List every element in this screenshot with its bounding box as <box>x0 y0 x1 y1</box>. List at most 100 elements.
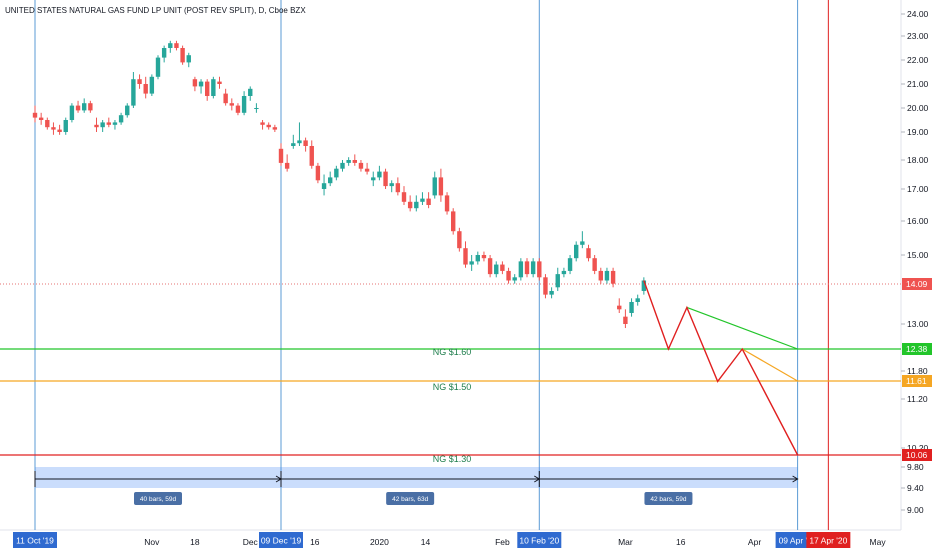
candle-body <box>518 261 524 278</box>
candle-body <box>297 140 302 144</box>
level-name: NG $1.60 <box>433 347 472 357</box>
green-projection <box>686 306 798 350</box>
candle-body <box>223 93 228 104</box>
segment-arrowhead <box>792 475 799 483</box>
red-projection <box>643 280 799 456</box>
price-badge-label: 10.06 <box>906 450 928 460</box>
segment-label-box <box>386 492 435 505</box>
candle-body <box>346 160 351 163</box>
y-tick-label: 23.00 <box>907 31 929 41</box>
candle-body <box>383 171 388 187</box>
candle-body <box>389 183 394 187</box>
candle-body <box>235 105 241 113</box>
candle-body <box>420 198 425 202</box>
candle-body <box>94 124 99 128</box>
candle-body <box>248 88 253 96</box>
candle-body <box>100 122 105 128</box>
segment-label: 42 bars, 63d <box>392 496 429 503</box>
candle-body <box>186 55 191 63</box>
candle-body <box>168 43 173 48</box>
candle-body <box>641 280 647 291</box>
segment-label-box <box>134 492 182 505</box>
candle-body <box>198 81 204 87</box>
axis-badges: 14.09 12.38 11.61 10.06 11 Oct '19 09 Dec '19… <box>13 278 932 548</box>
x-tick-label: 18 <box>190 537 200 547</box>
date-badge <box>806 532 851 548</box>
candle-body <box>180 48 185 63</box>
candle-body <box>106 122 111 125</box>
x-tick-label: 2020 <box>370 537 389 547</box>
candle-body <box>118 115 124 123</box>
candle-body <box>278 148 284 163</box>
grid <box>0 0 902 531</box>
candle-body <box>155 57 161 77</box>
candle-body <box>377 171 382 178</box>
candle-body <box>241 96 247 113</box>
candle-body <box>586 248 591 259</box>
date-badge-label: 17 Apr '20 <box>809 536 847 546</box>
candle-body <box>272 127 278 130</box>
candle-body <box>303 140 308 146</box>
y-tick-label: 10.20 <box>907 443 929 453</box>
x-tick-label: 14 <box>421 537 431 547</box>
candle-body <box>217 81 222 84</box>
level-name: NG $1.50 <box>433 382 472 392</box>
candle-body <box>395 183 401 193</box>
candle-body <box>328 177 333 184</box>
candle-body <box>364 168 370 172</box>
candle-body <box>334 168 339 178</box>
date-badge <box>259 532 303 548</box>
candle-body <box>500 264 505 271</box>
candle-body <box>371 177 376 181</box>
x-axis: Nov 18 Dec 16 2020 14 Feb Mar 16 Apr May <box>144 537 886 547</box>
candle-body <box>555 274 560 288</box>
date-badge-label: 09 Dec '19 <box>261 536 302 546</box>
candle-body <box>567 258 573 271</box>
x-tick-label: Feb <box>495 537 510 547</box>
orange-projection <box>741 348 798 382</box>
candle-body <box>426 198 431 205</box>
candle-body <box>463 248 468 265</box>
candle-body <box>561 270 567 275</box>
candle-body <box>481 255 487 259</box>
candle-body <box>494 264 499 275</box>
candle-body <box>487 258 493 275</box>
candle-body <box>211 79 216 96</box>
date-badge <box>517 532 562 548</box>
candle-body <box>112 122 118 125</box>
candle-body <box>457 231 462 249</box>
candle-body <box>530 261 536 275</box>
projection-lines <box>643 280 799 456</box>
price-badge <box>902 278 932 290</box>
candle-body <box>192 79 198 87</box>
candle-body <box>69 105 75 120</box>
x-tick-label: Mar <box>618 537 633 547</box>
y-tick-label: 13.00 <box>907 319 929 329</box>
x-tick-label: May <box>870 537 887 547</box>
candle-body <box>174 43 179 48</box>
candle-body <box>82 103 87 111</box>
y-tick-label: 9.00 <box>907 505 924 515</box>
y-tick-label: 9.40 <box>907 483 924 493</box>
candle-body <box>469 261 474 265</box>
y-tick-label: 21.00 <box>907 79 929 89</box>
date-badge-label: 09 Apr '20 <box>779 536 817 546</box>
candle-body <box>254 108 259 109</box>
y-tick-label: 19.00 <box>907 127 929 137</box>
candle-body <box>149 76 155 94</box>
candle-body <box>161 48 167 58</box>
price-badge <box>902 449 932 461</box>
y-tick-label: 11.80 <box>907 366 928 376</box>
x-tick-label: Nov <box>144 537 160 547</box>
candle-body <box>143 84 148 94</box>
segment-label: 40 bars, 59d <box>140 496 177 503</box>
chart-title: UNITED STATES NATURAL GAS FUND LP UNIT (… <box>5 6 306 15</box>
candle-body <box>51 127 56 130</box>
candle-body <box>131 79 136 106</box>
segment-label: 42 bars, 59d <box>650 496 687 503</box>
candle-body <box>45 120 50 128</box>
candle-body <box>629 301 634 313</box>
candle-body <box>401 192 407 202</box>
candle-body <box>352 160 357 163</box>
